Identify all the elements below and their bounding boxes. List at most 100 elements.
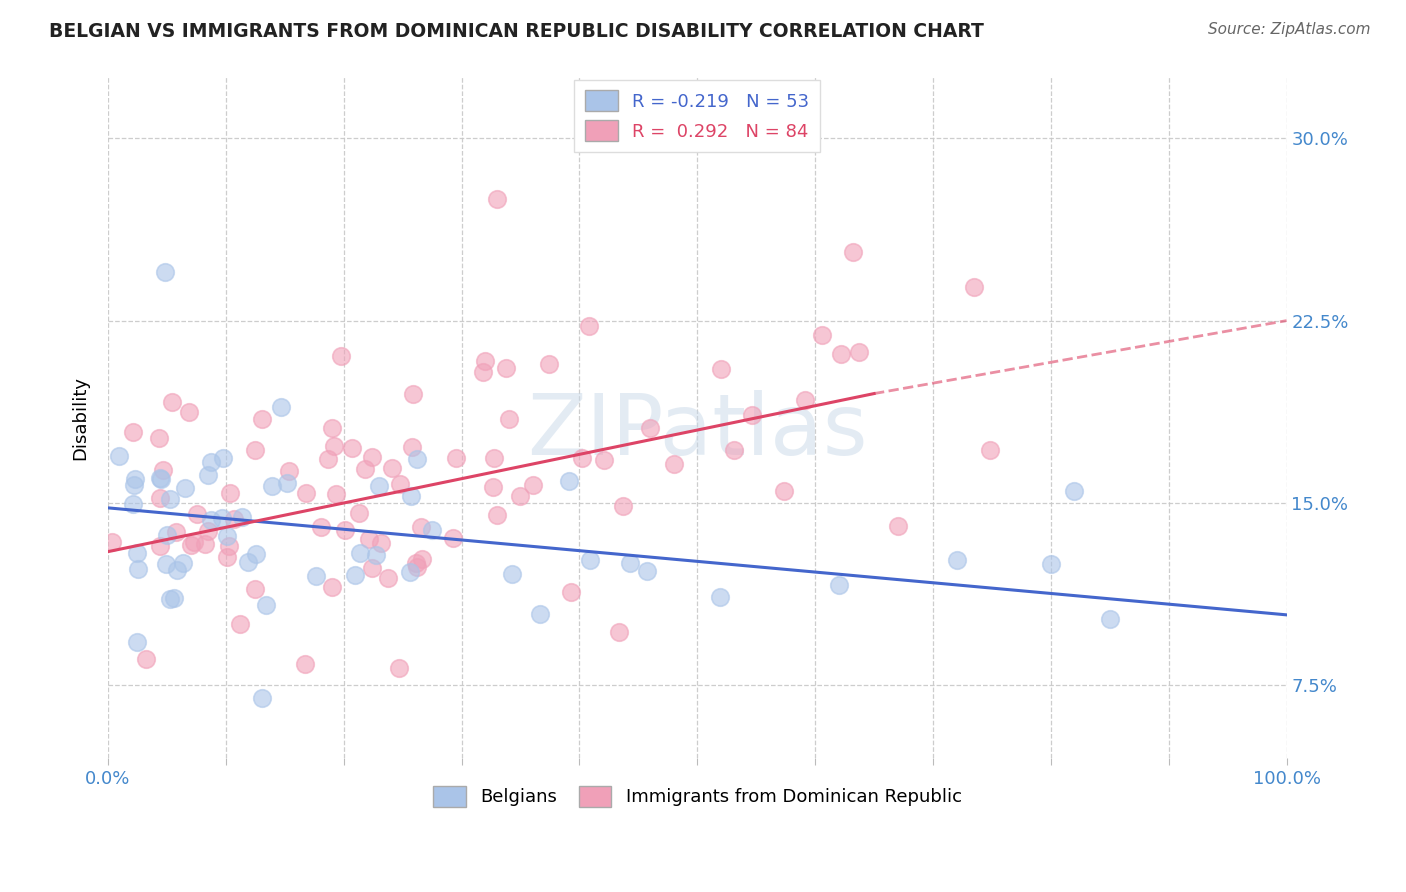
Point — [122, 425, 145, 439]
Point — [1063, 483, 1085, 498]
Point — [405, 557, 427, 571]
Point — [159, 591, 181, 606]
Point — [224, 512, 246, 526]
Text: ZIPatlas: ZIPatlas — [527, 390, 868, 473]
Point — [612, 499, 634, 513]
Point — [398, 565, 420, 579]
Point — [127, 562, 149, 576]
Point — [558, 474, 581, 488]
Point — [149, 470, 172, 484]
Point — [482, 480, 505, 494]
Point — [344, 567, 367, 582]
Point — [197, 467, 219, 482]
Point — [125, 635, 148, 649]
Point — [294, 657, 316, 671]
Point — [177, 405, 200, 419]
Point — [485, 192, 508, 206]
Point — [381, 461, 404, 475]
Point — [153, 265, 176, 279]
Point — [217, 550, 239, 565]
Point — [354, 462, 377, 476]
Point — [254, 598, 277, 612]
Point — [250, 690, 273, 705]
Point — [367, 479, 389, 493]
Point — [124, 472, 146, 486]
Point — [370, 536, 392, 550]
Point — [125, 546, 148, 560]
Point — [219, 486, 242, 500]
Point — [609, 625, 631, 640]
Point — [741, 409, 763, 423]
Point — [276, 476, 298, 491]
Point — [135, 652, 157, 666]
Point — [522, 478, 544, 492]
Point — [194, 537, 217, 551]
Point — [174, 481, 197, 495]
Point — [709, 590, 731, 604]
Point — [316, 451, 339, 466]
Point — [165, 524, 187, 539]
Point — [710, 362, 733, 376]
Text: Source: ZipAtlas.com: Source: ZipAtlas.com — [1208, 22, 1371, 37]
Point — [636, 564, 658, 578]
Point — [186, 508, 208, 522]
Point — [294, 486, 316, 500]
Point — [305, 569, 328, 583]
Point — [329, 350, 352, 364]
Point — [148, 431, 170, 445]
Point — [342, 441, 364, 455]
Point — [405, 560, 427, 574]
Y-axis label: Disability: Disability — [72, 376, 89, 460]
Point — [360, 561, 382, 575]
Point — [228, 617, 250, 632]
Point — [579, 552, 602, 566]
Point — [474, 354, 496, 368]
Point — [810, 328, 832, 343]
Point — [260, 479, 283, 493]
Point — [245, 547, 267, 561]
Point — [162, 395, 184, 409]
Point — [486, 508, 509, 522]
Point — [945, 552, 967, 566]
Point — [830, 347, 852, 361]
Point — [723, 443, 745, 458]
Point — [183, 535, 205, 549]
Point — [218, 539, 240, 553]
Point — [886, 518, 908, 533]
Point — [149, 539, 172, 553]
Point — [349, 546, 371, 560]
Point — [107, 450, 129, 464]
Point — [420, 523, 443, 537]
Point — [163, 591, 186, 605]
Point — [236, 555, 259, 569]
Point — [560, 584, 582, 599]
Point — [472, 365, 495, 379]
Point — [495, 361, 517, 376]
Point — [270, 401, 292, 415]
Point — [200, 513, 222, 527]
Point — [121, 497, 143, 511]
Legend: Belgians, Immigrants from Dominican Republic: Belgians, Immigrants from Dominican Repu… — [426, 779, 969, 814]
Point — [335, 523, 357, 537]
Point — [409, 519, 432, 533]
Point — [377, 571, 399, 585]
Point — [309, 520, 332, 534]
Point — [325, 486, 347, 500]
Point — [593, 453, 616, 467]
Point — [122, 478, 145, 492]
Point — [979, 443, 1001, 458]
Point — [159, 492, 181, 507]
Point — [388, 477, 411, 491]
Point — [401, 440, 423, 454]
Point — [200, 455, 222, 469]
Point — [828, 578, 851, 592]
Point — [529, 607, 551, 621]
Point — [152, 463, 174, 477]
Point — [498, 412, 520, 426]
Point — [366, 548, 388, 562]
Point — [962, 280, 984, 294]
Point — [1039, 557, 1062, 571]
Point — [211, 511, 233, 525]
Point — [172, 556, 194, 570]
Point — [638, 421, 661, 435]
